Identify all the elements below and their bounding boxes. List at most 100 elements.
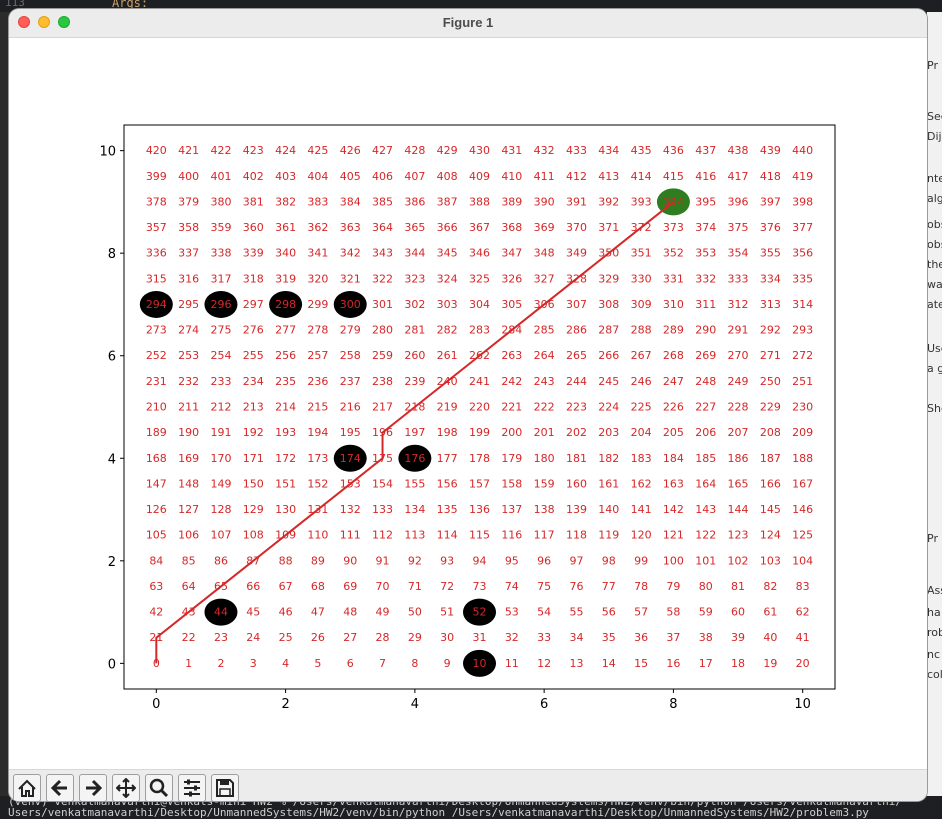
node-label: 247 — [663, 375, 684, 388]
node-label: 428 — [404, 144, 425, 157]
node-label: 287 — [598, 324, 619, 337]
node-label: 164 — [695, 477, 716, 490]
node-label: 354 — [728, 247, 749, 260]
node-label: 346 — [469, 247, 490, 260]
node-label: 231 — [146, 375, 167, 388]
node-label: 199 — [469, 426, 490, 439]
node-label: 433 — [566, 144, 587, 157]
node-label: 340 — [275, 247, 296, 260]
node-label: 248 — [695, 375, 716, 388]
node-label: 159 — [534, 477, 555, 490]
minimize-window-button[interactable] — [38, 16, 50, 28]
node-label: 186 — [728, 452, 749, 465]
node-label: 85 — [182, 554, 196, 567]
obstacle-marker — [398, 444, 432, 472]
node-label: 44 — [214, 606, 228, 619]
node-label: 380 — [210, 195, 231, 208]
subplots-button[interactable] — [178, 774, 206, 801]
background-snippet: obs — [927, 218, 942, 231]
node-label: 395 — [695, 195, 716, 208]
node-label: 117 — [534, 529, 555, 542]
node-label: 391 — [566, 195, 587, 208]
title-bar[interactable]: Figure 1 — [9, 9, 927, 38]
node-label: 127 — [178, 503, 199, 516]
node-label: 77 — [602, 580, 616, 593]
node-label: 115 — [469, 529, 490, 542]
node-label: 0 — [153, 657, 160, 670]
window-title: Figure 1 — [442, 15, 494, 30]
node-label: 82 — [763, 580, 777, 593]
home-button[interactable] — [13, 774, 41, 801]
node-label: 19 — [763, 657, 777, 670]
pan-button[interactable] — [112, 774, 140, 801]
node-label: 311 — [695, 298, 716, 311]
node-label: 6 — [347, 657, 354, 670]
node-label: 374 — [695, 221, 716, 234]
node-label: 188 — [792, 452, 813, 465]
node-label: 356 — [792, 247, 813, 260]
sliders-icon — [184, 779, 200, 797]
terminal-line: (venv) venkatmanavarthi@Venkats-mini HW2… — [8, 795, 903, 808]
maximize-window-button[interactable] — [58, 16, 70, 28]
node-label: 33 — [537, 631, 551, 644]
node-label: 307 — [566, 298, 587, 311]
save-button[interactable] — [211, 774, 239, 801]
node-label: 105 — [146, 529, 167, 542]
node-label: 135 — [437, 503, 458, 516]
node-label: 58 — [666, 606, 680, 619]
node-label: 285 — [534, 324, 555, 337]
node-label: 390 — [534, 195, 555, 208]
node-label: 201 — [534, 426, 555, 439]
node-label: 408 — [437, 170, 458, 183]
node-label: 92 — [408, 554, 422, 567]
back-button[interactable] — [46, 774, 74, 801]
node-label: 348 — [534, 247, 555, 260]
node-label: 25 — [279, 631, 293, 644]
zoom-button[interactable] — [145, 774, 173, 801]
node-label: 48 — [343, 606, 357, 619]
node-label: 43 — [182, 606, 196, 619]
node-label: 176 — [404, 452, 425, 465]
node-label: 215 — [307, 401, 328, 414]
figure-canvas[interactable]: 0 1 2 3 4 5 6 7 8 9 10 11 12 13 14 15 16 17 18 19 20 21 22 23 24… — [9, 38, 927, 769]
node-label: 107 — [210, 529, 231, 542]
node-label: 14 — [602, 657, 616, 670]
node-label: 91 — [376, 554, 390, 567]
node-label: 90 — [343, 554, 357, 567]
close-window-button[interactable] — [18, 16, 30, 28]
node-label: 417 — [728, 170, 749, 183]
node-label: 195 — [340, 426, 361, 439]
node-label: 385 — [372, 195, 393, 208]
node-label: 384 — [340, 195, 361, 208]
node-label: 322 — [372, 272, 393, 285]
node-label: 144 — [728, 503, 749, 516]
node-label: 389 — [501, 195, 522, 208]
node-label: 344 — [404, 247, 425, 260]
node-label: 232 — [178, 375, 199, 388]
node-label: 163 — [663, 477, 684, 490]
node-label: 200 — [501, 426, 522, 439]
forward-button[interactable] — [79, 774, 107, 801]
node-label: 321 — [340, 272, 361, 285]
node-label: 228 — [728, 401, 749, 414]
node-label: 373 — [663, 221, 684, 234]
background-snippet: Sho — [927, 402, 942, 415]
node-label: 289 — [663, 324, 684, 337]
node-label: 31 — [473, 631, 487, 644]
magnifier-icon — [149, 778, 169, 798]
node-label: 381 — [243, 195, 264, 208]
node-label: 148 — [178, 477, 199, 490]
node-label: 335 — [792, 272, 813, 285]
node-label: 158 — [501, 477, 522, 490]
node-label: 429 — [437, 144, 458, 157]
background-snippet: Use — [927, 342, 942, 355]
node-label: 86 — [214, 554, 228, 567]
node-label: 15 — [634, 657, 648, 670]
node-label: 111 — [340, 529, 361, 542]
node-label: 410 — [501, 170, 522, 183]
node-label: 397 — [760, 195, 781, 208]
node-label: 369 — [534, 221, 555, 234]
node-label: 187 — [760, 452, 781, 465]
node-label: 288 — [631, 324, 652, 337]
background-snippet: alg — [927, 192, 942, 205]
